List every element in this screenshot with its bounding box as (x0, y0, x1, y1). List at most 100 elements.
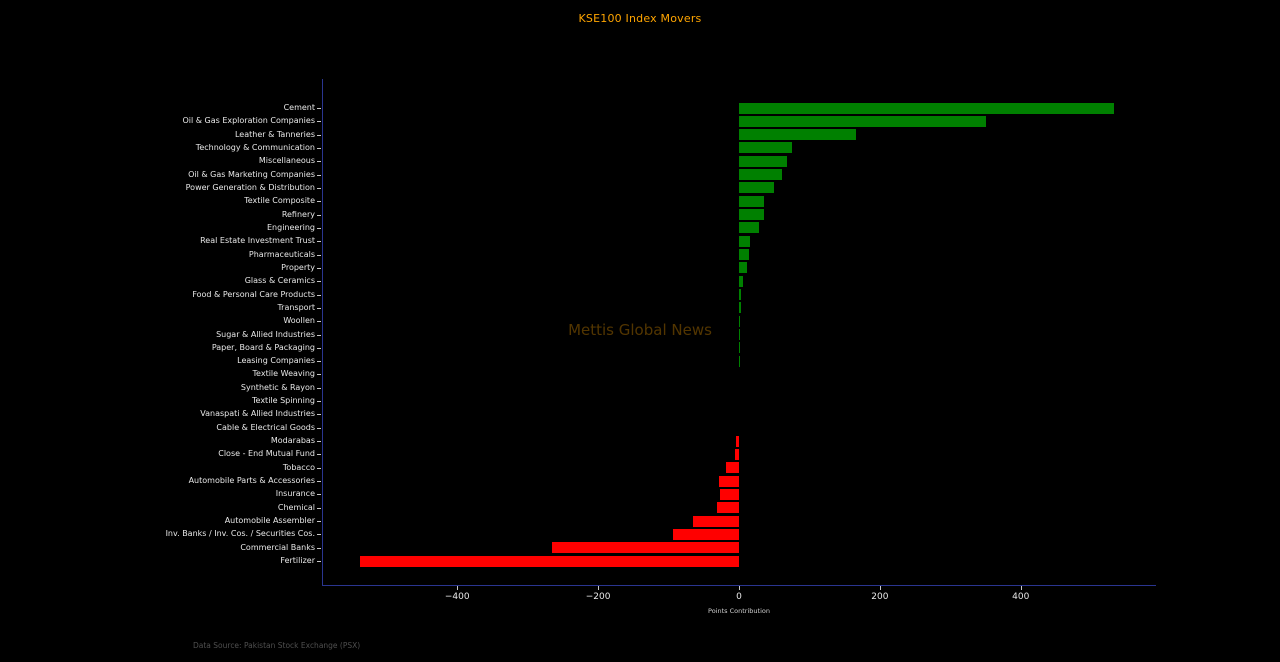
data-source-note: Data Source: Pakistan Stock Exchange (PS… (193, 641, 361, 650)
y-tick-mark (317, 481, 321, 483)
y-tick-label: Technology & Communication (195, 142, 315, 152)
y-tick-label: Sugar & Allied Industries (216, 329, 315, 339)
y-tick-mark (317, 281, 321, 283)
data-bar (739, 329, 741, 340)
data-bar (739, 195, 765, 207)
y-tick-mark (317, 467, 321, 469)
x-tick-label: 0 (736, 592, 742, 602)
y-tick-label: Pharmaceuticals (248, 249, 315, 259)
y-tick-mark (317, 507, 321, 509)
data-bar (739, 302, 741, 314)
y-tick-label: Textile Weaving (252, 369, 315, 379)
x-tick-mark (457, 586, 459, 590)
y-tick-mark (317, 174, 321, 176)
y-tick-label: Close - End Mutual Fund (218, 449, 315, 459)
y-tick-mark (317, 401, 321, 403)
data-bar (739, 342, 740, 354)
y-tick-label: Leather & Tanneries (234, 129, 315, 139)
y-tick-label: Insurance (275, 489, 315, 499)
data-bar (360, 555, 739, 567)
data-bar (718, 475, 739, 487)
data-bar (739, 249, 749, 261)
data-bar (736, 435, 739, 447)
y-tick-label: Cement (283, 103, 315, 112)
y-tick-label: Modarabas (270, 436, 315, 446)
y-tick-label: Inv. Banks / Inv. Cos. / Securities Cos. (165, 529, 315, 539)
y-tick-label: Vanaspati & Allied Industries (200, 409, 315, 419)
data-bar (739, 315, 741, 327)
x-tick-label: −200 (585, 592, 611, 602)
y-tick-label: Engineering (267, 222, 315, 232)
x-tick-label: −400 (444, 592, 470, 602)
y-tick-mark (317, 334, 321, 336)
y-tick-label: Transport (277, 302, 315, 312)
data-bar (726, 462, 739, 474)
y-tick-mark (317, 147, 321, 149)
y-tick-label: Property (281, 262, 315, 272)
data-bar (735, 448, 739, 460)
y-tick-mark (317, 214, 321, 216)
y-tick-mark (317, 494, 321, 496)
y-tick-mark (317, 201, 321, 203)
x-tick-label: 200 (871, 592, 889, 602)
y-tick-label: Paper, Board & Packaging (211, 342, 315, 352)
x-tick-mark (879, 586, 881, 590)
data-bar (739, 142, 792, 154)
y-tick-label: Textile Spinning (252, 396, 315, 406)
y-tick-mark (317, 441, 321, 443)
data-bar (673, 528, 739, 540)
x-tick-mark (739, 586, 740, 590)
y-tick-mark (317, 374, 321, 376)
y-tick-mark (317, 347, 321, 349)
data-bar (739, 169, 782, 181)
data-bar (739, 222, 759, 234)
y-tick-mark (317, 307, 321, 309)
x-tick-label: 400 (1012, 592, 1030, 602)
y-tick-label: Power Generation & Distribution (185, 182, 315, 192)
y-tick-mark (317, 454, 321, 456)
y-tick-mark (317, 414, 321, 416)
y-tick-mark (317, 227, 321, 229)
x-tick-mark (1020, 586, 1022, 590)
data-bar (739, 355, 740, 367)
y-axis-spine (322, 79, 323, 586)
x-axis-spine (322, 585, 1156, 586)
data-bar (739, 275, 743, 287)
y-tick-label: Woollen (283, 316, 315, 326)
x-axis-label: Points Contribution (708, 607, 770, 615)
data-bar (693, 515, 739, 527)
y-tick-label: Cable & Electrical Goods (216, 422, 315, 432)
chart-title: KSE100 Index Movers (578, 12, 702, 25)
y-tick-mark (317, 521, 321, 523)
y-tick-label: Miscellaneous (258, 156, 315, 166)
y-tick-mark (317, 561, 321, 563)
watermark-text: Mettis Global News (568, 321, 712, 339)
y-tick-label: Food & Personal Care Products (192, 289, 315, 299)
y-tick-label: Chemical (277, 502, 315, 512)
y-tick-label: Oil & Gas Exploration Companies (182, 116, 315, 126)
y-tick-mark (317, 361, 321, 363)
y-tick-label: Oil & Gas Marketing Companies (188, 169, 315, 179)
data-bar (739, 129, 856, 141)
data-bar (739, 155, 787, 167)
data-bar (739, 115, 986, 127)
data-bar (739, 182, 775, 194)
y-tick-label: Glass & Ceramics (244, 276, 315, 286)
y-tick-mark (317, 161, 321, 163)
y-tick-mark (317, 547, 321, 549)
y-tick-label: Synthetic & Rayon (240, 382, 315, 392)
y-tick-mark (317, 427, 321, 429)
data-bar (739, 102, 1115, 114)
y-tick-mark (317, 108, 321, 109)
x-tick-mark (598, 586, 600, 590)
y-tick-mark (317, 321, 321, 323)
y-tick-label: Commercial Banks (240, 542, 315, 552)
y-tick-label: Fertilizer (280, 556, 315, 566)
data-bar (739, 289, 742, 301)
y-tick-mark (317, 534, 321, 536)
y-tick-label: Real Estate Investment Trust (200, 236, 315, 246)
data-bar (739, 262, 748, 274)
y-tick-label: Leasing Companies (237, 356, 315, 366)
y-tick-label: Automobile Assembler (224, 516, 315, 526)
